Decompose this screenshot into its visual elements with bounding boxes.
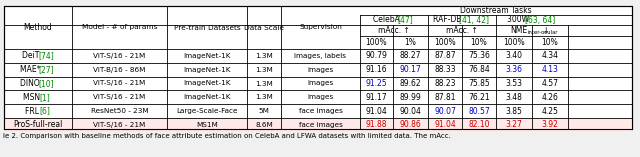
Text: 4.34: 4.34	[541, 51, 559, 60]
Text: 90.04: 90.04	[399, 107, 421, 116]
Text: 87.81: 87.81	[435, 93, 456, 102]
Text: 1.3M: 1.3M	[255, 94, 273, 100]
Text: face images: face images	[299, 122, 342, 128]
Text: 4.57: 4.57	[541, 79, 559, 88]
Text: mAcc. ↑: mAcc. ↑	[378, 26, 410, 35]
Text: ImageNet-1K: ImageNet-1K	[183, 53, 231, 59]
Text: [27]: [27]	[38, 65, 54, 74]
Text: 100%: 100%	[434, 38, 456, 47]
Text: images: images	[307, 94, 333, 100]
Text: 1.3M: 1.3M	[255, 81, 273, 87]
Text: 87.87: 87.87	[434, 51, 456, 60]
Text: 4.26: 4.26	[541, 93, 559, 102]
Text: Method: Method	[24, 23, 52, 32]
Text: 88.33: 88.33	[434, 65, 456, 74]
Text: ↓: ↓	[542, 26, 548, 35]
Text: 75.36: 75.36	[468, 51, 490, 60]
Text: 91.16: 91.16	[365, 65, 387, 74]
Text: 88.23: 88.23	[435, 79, 456, 88]
Text: 76.21: 76.21	[468, 93, 490, 102]
Text: 3.40: 3.40	[506, 51, 522, 60]
Text: 89.99: 89.99	[399, 93, 421, 102]
Text: Supervision: Supervision	[299, 24, 342, 30]
Text: [47]: [47]	[397, 16, 413, 24]
Text: 10%: 10%	[541, 38, 558, 47]
Text: 90.86: 90.86	[399, 120, 421, 129]
Text: ViT-S/16 - 21M: ViT-S/16 - 21M	[93, 81, 146, 87]
Text: images: images	[307, 67, 333, 73]
Text: 1%: 1%	[404, 38, 417, 47]
Text: 3.53: 3.53	[506, 79, 522, 88]
Text: 89.62: 89.62	[400, 79, 421, 88]
Bar	[4, 118, 632, 132]
Text: 3.92: 3.92	[541, 120, 559, 129]
Text: face images: face images	[299, 108, 342, 114]
Text: images, labels: images, labels	[294, 53, 346, 59]
Text: Model - # of params: Model - # of params	[82, 24, 157, 30]
Text: 82.10: 82.10	[468, 120, 490, 129]
Text: Pre-train Datasets: Pre-train Datasets	[173, 24, 240, 30]
Text: [41, 42]: [41, 42]	[458, 16, 488, 24]
Text: 91.17: 91.17	[365, 93, 387, 102]
Text: 3.85: 3.85	[506, 107, 522, 116]
Text: 100%: 100%	[365, 38, 387, 47]
Text: 80.57: 80.57	[468, 107, 490, 116]
Text: ViT-S/16 - 21M: ViT-S/16 - 21M	[93, 122, 146, 128]
Text: 75.85: 75.85	[468, 79, 490, 88]
Text: FRL: FRL	[25, 107, 41, 116]
Text: 91.25: 91.25	[365, 79, 387, 88]
Text: ImageNet-1K: ImageNet-1K	[183, 67, 231, 73]
Text: ResNet50 - 23M: ResNet50 - 23M	[91, 108, 148, 114]
Text: 91.88: 91.88	[365, 120, 387, 129]
Text: [63, 64]: [63, 64]	[525, 16, 556, 24]
Text: 3.36: 3.36	[506, 65, 522, 74]
Text: MAE*: MAE*	[20, 65, 43, 74]
Text: Data Scale: Data Scale	[244, 24, 284, 30]
Text: CelebA: CelebA	[372, 16, 402, 24]
Text: inter-ocular: inter-ocular	[527, 30, 557, 35]
Text: 1.3M: 1.3M	[255, 67, 273, 73]
Text: ProS-full-real: ProS-full-real	[13, 120, 63, 129]
Text: Downstream Tasks: Downstream Tasks	[460, 6, 532, 15]
Text: 3.48: 3.48	[506, 93, 522, 102]
Text: MS1M: MS1M	[196, 122, 218, 128]
Text: 90.07: 90.07	[434, 107, 456, 116]
Text: 5M: 5M	[259, 108, 269, 114]
Text: ImageNet-1K: ImageNet-1K	[183, 81, 231, 87]
Text: 4.25: 4.25	[541, 107, 559, 116]
Text: RAF-DB: RAF-DB	[433, 16, 464, 24]
Text: 8.6M: 8.6M	[255, 122, 273, 128]
Text: [1]: [1]	[39, 93, 50, 102]
Text: ImageNet-1K: ImageNet-1K	[183, 94, 231, 100]
Text: 1.3M: 1.3M	[255, 53, 273, 59]
Text: DINO: DINO	[20, 79, 42, 88]
Text: ViT-S/16 - 21M: ViT-S/16 - 21M	[93, 53, 146, 59]
Text: le 2. Comparison with baseline methods of face attribute estimation on CelebA an: le 2. Comparison with baseline methods o…	[3, 133, 451, 139]
Text: NME: NME	[510, 26, 527, 35]
Text: MSN: MSN	[23, 93, 43, 102]
Text: 91.04: 91.04	[434, 120, 456, 129]
Bar	[4, 6, 632, 129]
Text: ViT-B/16 - 86M: ViT-B/16 - 86M	[93, 67, 146, 73]
Text: mAcc. ↑: mAcc. ↑	[446, 26, 478, 35]
Text: 76.84: 76.84	[468, 65, 490, 74]
Text: 88.27: 88.27	[400, 51, 421, 60]
Text: images: images	[307, 81, 333, 87]
Text: [6]: [6]	[39, 107, 50, 116]
Text: 300W: 300W	[506, 16, 531, 24]
Text: 10%: 10%	[470, 38, 488, 47]
Text: 90.79: 90.79	[365, 51, 387, 60]
Text: 100%: 100%	[503, 38, 525, 47]
Text: [10]: [10]	[38, 79, 54, 88]
Text: 90.17: 90.17	[399, 65, 421, 74]
Text: ViT-S/16 - 21M: ViT-S/16 - 21M	[93, 94, 146, 100]
Text: 4.13: 4.13	[541, 65, 559, 74]
Text: Large-Scale-Face: Large-Scale-Face	[176, 108, 237, 114]
Text: DeiT: DeiT	[22, 51, 41, 60]
Text: 3.27: 3.27	[506, 120, 522, 129]
Text: [74]: [74]	[38, 51, 54, 60]
Text: 91.04: 91.04	[365, 107, 387, 116]
